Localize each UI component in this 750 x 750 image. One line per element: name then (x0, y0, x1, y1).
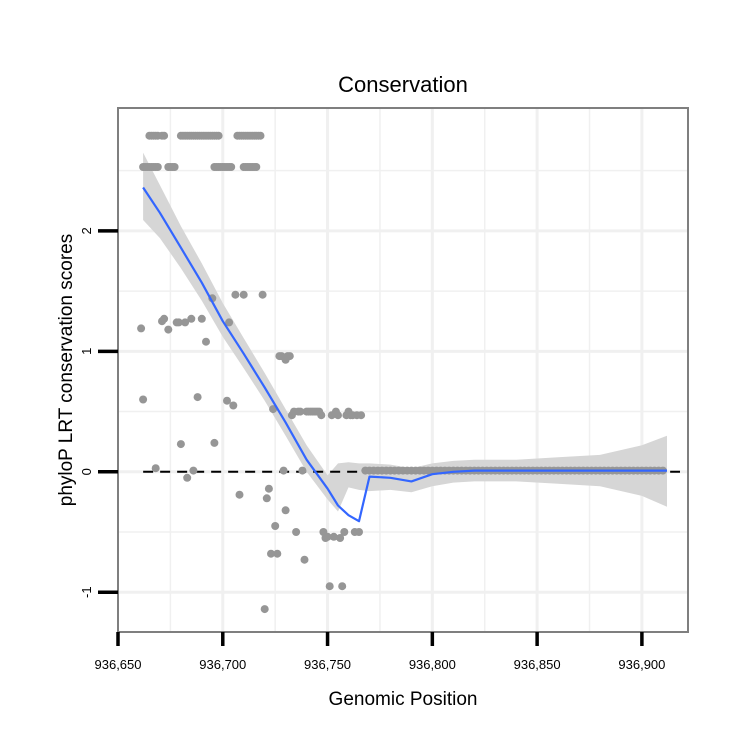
data-point (323, 532, 332, 541)
data-point (229, 401, 238, 410)
data-point (269, 405, 278, 414)
data-point (223, 396, 231, 405)
data-point (325, 582, 334, 591)
data-point (338, 582, 347, 591)
data-point (164, 325, 173, 334)
data-point (160, 131, 169, 140)
data-point (239, 290, 248, 299)
data-point (235, 490, 244, 499)
data-point (262, 494, 271, 503)
data-points (137, 131, 667, 614)
data-point (334, 411, 342, 420)
data-point (183, 473, 192, 482)
data-point (202, 337, 210, 346)
data-point (197, 314, 206, 323)
data-point (137, 324, 146, 333)
x-tick-label: 936,700 (199, 657, 246, 672)
y-tick-label: 2 (79, 227, 94, 234)
confidence-ribbon (143, 152, 668, 512)
data-point (355, 528, 363, 536)
smooth-trend-line (142, 186, 667, 523)
data-point (329, 532, 338, 541)
data-point (273, 549, 282, 558)
data-point (227, 163, 236, 171)
data-point (336, 534, 345, 542)
x-tick-label: 936,900 (618, 657, 665, 672)
data-point (210, 438, 219, 447)
data-point (153, 163, 162, 171)
data-point (264, 484, 273, 493)
data-point (151, 464, 160, 473)
data-point (281, 506, 290, 515)
data-point (300, 555, 309, 564)
data-point (187, 314, 196, 323)
data-point (292, 528, 301, 536)
data-point (279, 466, 288, 475)
data-point (214, 131, 223, 140)
data-point (260, 605, 269, 614)
chart-title: Conservation (338, 72, 468, 97)
plot-panel-border (117, 107, 689, 633)
x-axis-ticks: 936,650 936,700 936,750 936,800 936,850 936,9… (95, 632, 665, 672)
data-point (189, 466, 198, 475)
data-point (160, 314, 169, 323)
y-tick-label: -1 (79, 586, 94, 598)
x-axis-label: Genomic Position (329, 689, 478, 710)
data-point (252, 163, 261, 171)
data-point (193, 393, 202, 402)
data-point (139, 395, 148, 404)
data-point (271, 522, 280, 530)
x-tick-label: 936,750 (304, 657, 351, 672)
y-tick-label: 0 (79, 468, 94, 475)
data-point (340, 528, 349, 536)
y-axis-ticks: -1 0 1 2 (79, 227, 118, 598)
y-tick-label: 1 (79, 348, 94, 355)
data-point (256, 131, 265, 140)
data-point (357, 411, 366, 420)
data-point (298, 466, 307, 475)
data-point (170, 163, 179, 171)
data-point (285, 352, 294, 361)
data-point (176, 440, 185, 449)
data-point (181, 318, 190, 327)
data-point (258, 290, 267, 299)
data-point (296, 407, 305, 416)
data-point (231, 290, 240, 299)
data-point (317, 411, 326, 420)
data-point (174, 318, 183, 327)
y-axis-label: phyloP LRT conservation scores (56, 234, 77, 507)
data-point (267, 549, 275, 558)
x-tick-label: 936,650 (95, 657, 142, 672)
x-tick-label: 936,850 (514, 657, 561, 672)
smooth-line (142, 186, 667, 523)
x-tick-label: 936,800 (409, 657, 456, 672)
data-point (225, 318, 234, 327)
confidence-band (143, 152, 668, 512)
